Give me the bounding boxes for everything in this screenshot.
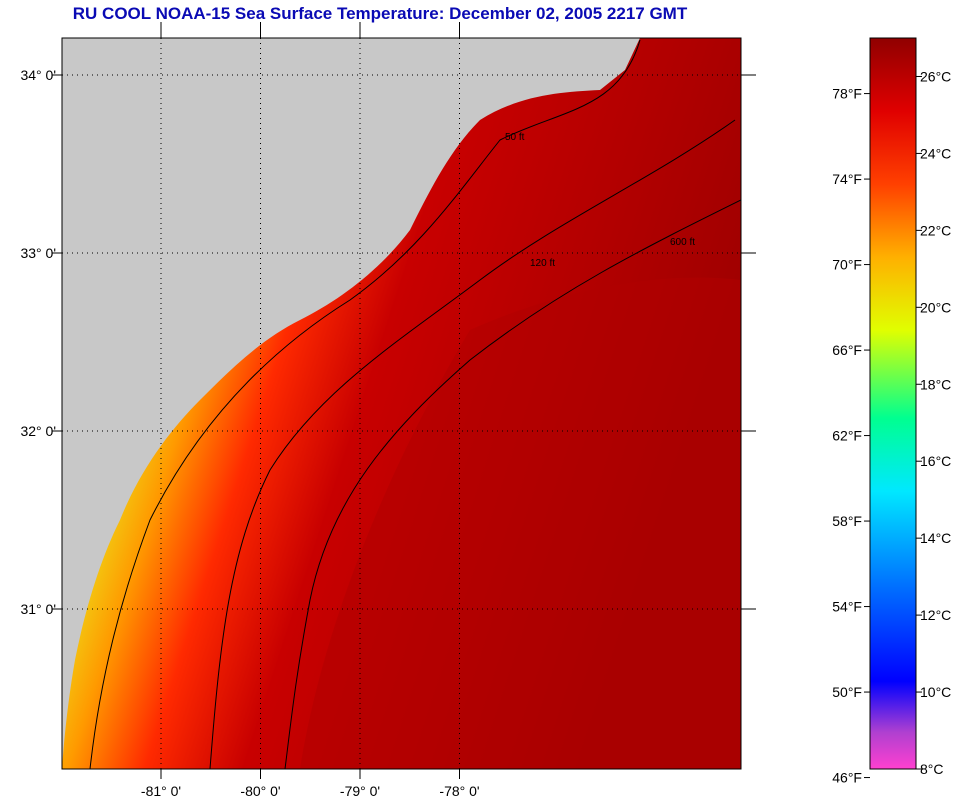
lon-label: -80° 0' xyxy=(240,783,280,799)
colorbar-label-c: 26°C xyxy=(920,68,951,84)
contour-label-120: 120 ft xyxy=(530,258,555,269)
lat-label: 32° 0' xyxy=(20,423,56,439)
contour-label-600: 600 ft xyxy=(670,237,695,248)
colorbar-label-f: 74°F xyxy=(832,171,862,187)
colorbar-label-f: 70°F xyxy=(832,257,862,273)
colorbar-label-c: 8°C xyxy=(920,761,944,777)
lon-label: -81° 0' xyxy=(141,783,181,799)
colorbar-label-f: 62°F xyxy=(832,428,862,444)
lon-label: -79° 0' xyxy=(340,783,380,799)
colorbar-label-c: 14°C xyxy=(920,530,951,546)
colorbar-label-f: 46°F xyxy=(832,770,862,786)
colorbar-label-f: 78°F xyxy=(832,86,862,102)
contour-label-50: 50 ft xyxy=(505,132,525,143)
map-title: RU COOL NOAA-15 Sea Surface Temperature:… xyxy=(72,4,688,23)
colorbar-label-c: 22°C xyxy=(920,222,951,238)
gulf-stream xyxy=(300,277,741,769)
colorbar-label-f: 66°F xyxy=(832,342,862,358)
colorbar-label-c: 16°C xyxy=(920,453,951,469)
lat-label: 33° 0' xyxy=(20,245,56,261)
colorbar-label-c: 12°C xyxy=(920,607,951,623)
colorbar-label-c: 24°C xyxy=(920,145,951,161)
colorbar-label-c: 20°C xyxy=(920,299,951,315)
colorbar xyxy=(869,37,917,770)
land-mass xyxy=(62,38,640,769)
colorbar-label-c: 10°C xyxy=(920,684,951,700)
colorbar-label-f: 50°F xyxy=(832,684,862,700)
lat-label: 31° 0' xyxy=(20,601,56,617)
lat-label: 34° 0' xyxy=(20,67,56,83)
contour-50ft xyxy=(89,39,641,769)
contour-600ft xyxy=(284,199,741,769)
colorbar-label-f: 58°F xyxy=(832,513,862,529)
contour-120ft xyxy=(209,119,736,769)
colorbar-label-f: 54°F xyxy=(832,599,862,615)
lon-label: -78° 0' xyxy=(439,783,479,799)
colorbar-label-c: 18°C xyxy=(920,376,951,392)
map-frame xyxy=(61,37,742,770)
